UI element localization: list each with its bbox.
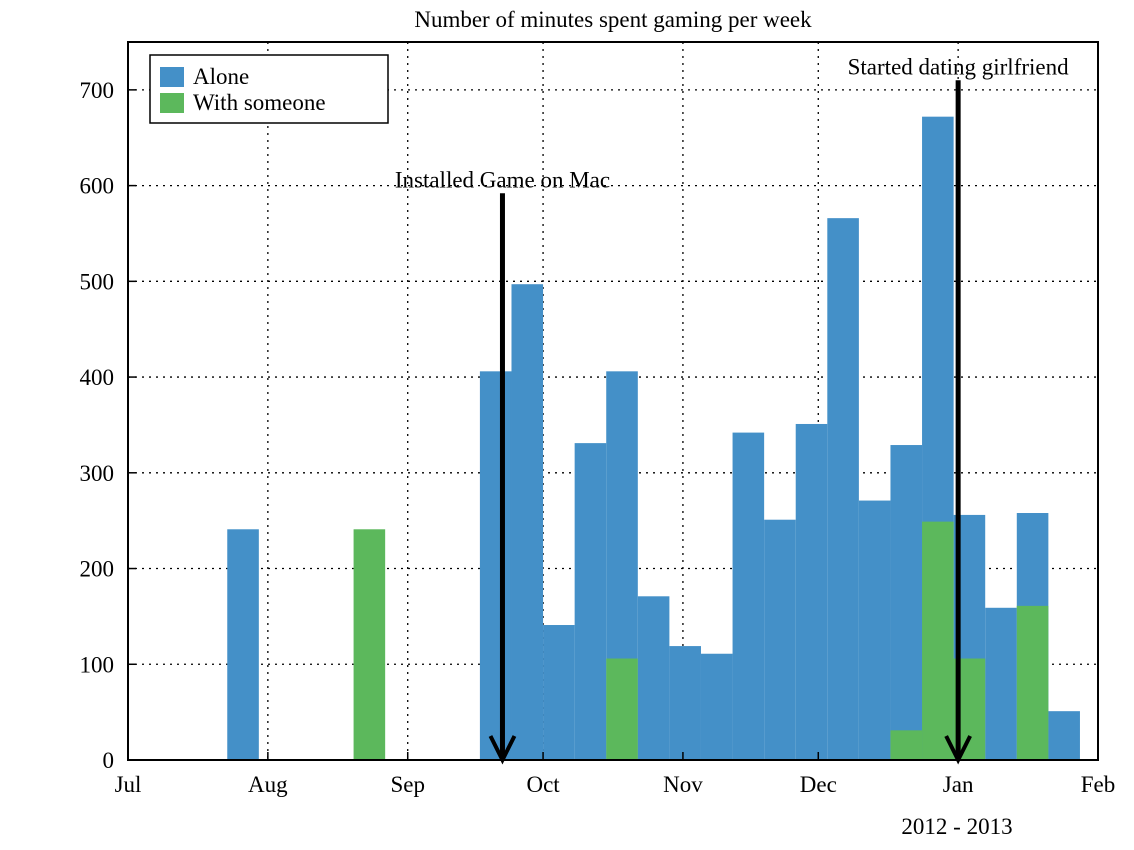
annotation-label: Started dating girlfriend	[848, 54, 1069, 79]
annotation-label: Installed Game on Mac	[395, 167, 610, 192]
bar	[511, 284, 544, 760]
bar	[700, 653, 733, 760]
bar	[922, 521, 954, 760]
y-tick-label: 700	[80, 78, 115, 103]
legend-label: Alone	[193, 64, 249, 89]
bar	[890, 445, 923, 760]
x-tick-label: Feb	[1081, 772, 1116, 797]
bar	[543, 625, 575, 760]
bar	[637, 596, 670, 760]
bar	[479, 371, 512, 760]
y-tick-label: 100	[80, 652, 115, 677]
legend-swatch	[160, 67, 184, 87]
bars	[227, 116, 1080, 760]
y-tick-label: 300	[80, 461, 115, 486]
y-tick-label: 600	[80, 174, 115, 199]
y-tick-label: 0	[103, 748, 115, 773]
x-tick-label: Oct	[526, 772, 560, 797]
bar	[669, 646, 701, 760]
annotation: Installed Game on Mac	[395, 167, 610, 765]
bar	[227, 529, 259, 760]
bar	[985, 607, 1017, 760]
bar	[574, 443, 607, 760]
bar	[1016, 605, 1049, 760]
y-tick-label: 500	[80, 269, 115, 294]
y-tick-label: 400	[80, 365, 115, 390]
axes: Jul Aug Sep Oct Nov Dec Jan Feb 0 100 200 300 400 500…	[80, 78, 1116, 797]
series-with-someone	[353, 521, 1049, 760]
chart-title: Number of minutes spent gaming per week	[414, 7, 812, 32]
legend-swatch	[160, 93, 184, 113]
bar	[353, 529, 386, 760]
x-tick-label: Jan	[943, 772, 974, 797]
x-tick-label: Aug	[248, 772, 288, 797]
legend-box	[149, 54, 389, 124]
x-tick-label: Jul	[115, 772, 142, 797]
x-tick-label: Dec	[800, 772, 837, 797]
bar	[795, 423, 828, 760]
bar	[1048, 711, 1080, 760]
y-tick-label: 200	[80, 557, 115, 582]
x-axis-label: 2012 - 2013	[901, 814, 1012, 839]
bar	[606, 658, 638, 760]
bar	[827, 218, 859, 760]
bar	[890, 730, 923, 760]
x-tick-label: Nov	[663, 772, 703, 797]
bar	[732, 432, 765, 760]
annotation: Started dating girlfriend	[848, 54, 1069, 765]
x-tick-label: Sep	[390, 772, 425, 797]
bar	[764, 519, 796, 760]
annotations: Installed Game on Mac Started dating girl…	[395, 54, 1069, 765]
bar	[858, 500, 891, 760]
legend-label: With someone	[193, 90, 326, 115]
